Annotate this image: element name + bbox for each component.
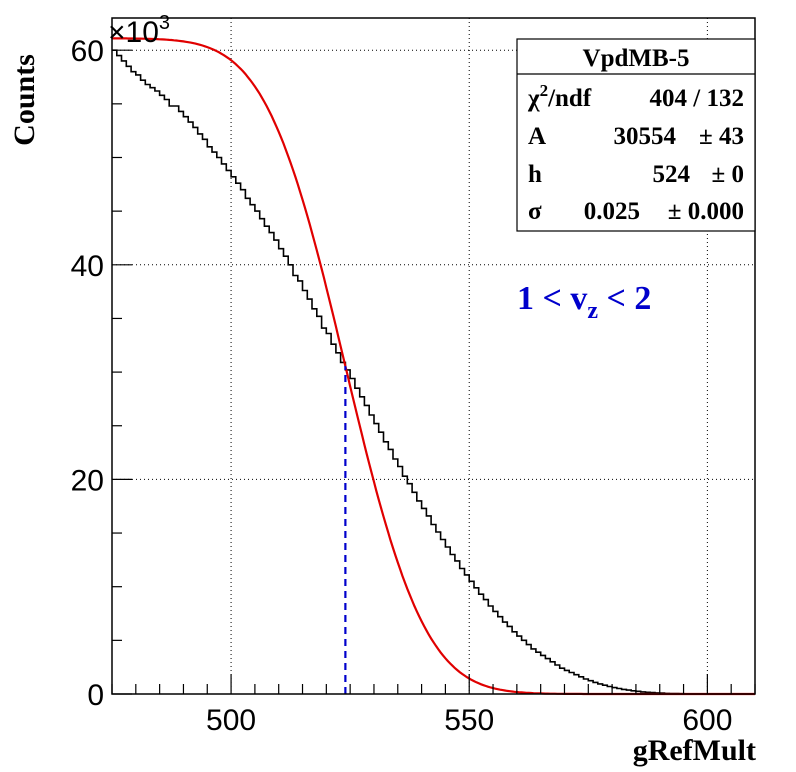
stats-box-title: VpdMB-5 [583,45,690,72]
y-tick-label: 20 [71,464,104,497]
y-axis-exponent: ×103 [108,12,170,49]
stat-name-sigma: σ [528,198,542,225]
stat-name-chi2ndf: χ2/ndf [527,81,592,112]
y-tick-label: 40 [71,250,104,283]
stat-error-h: ± 0 [712,161,744,188]
x-tick-label: 550 [444,704,494,737]
x-tick-label: 600 [682,704,732,737]
stat-value-sigma: 0.025 [584,198,640,225]
vz-range-annotation: 1 < vz < 2 [517,280,651,324]
stat-name-a: A [528,123,546,150]
y-axis-label: Counts [8,54,41,146]
stat-value-h: 524 [653,161,691,188]
stats-box-frame [516,38,756,232]
stat-error-a: ± 43 [699,123,744,150]
plot-frame [111,17,756,695]
stat-value-a: 30554 [614,123,677,150]
x-axis-label: gRefMult [633,734,756,767]
x-axis: 500 550 600 [111,674,756,737]
histogram [112,49,755,695]
y-tick-label: 60 [71,35,104,68]
x-tick-label: 500 [206,704,256,737]
histogram-outline [112,49,755,695]
y-axis: 0 20 40 60 [71,35,132,712]
stat-value-chi2ndf: 404 / 132 [650,85,744,112]
y-tick-label: 0 [87,679,104,712]
stats-box: VpdMB-5 χ2/ndf 404 / 132 A 30554 ± 43 h … [516,38,756,232]
stat-error-sigma: ± 0.000 [668,198,744,225]
stat-name-h: h [528,161,542,188]
